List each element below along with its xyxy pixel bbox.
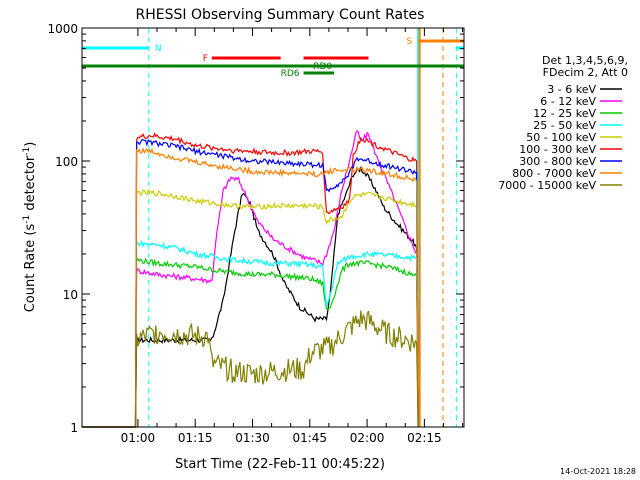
legend-label-7: 800 - 7000 keV xyxy=(512,167,596,180)
y-tick-label-0: 1 xyxy=(70,421,78,435)
series-line-8 xyxy=(82,310,419,428)
flag-label-s: S xyxy=(406,37,412,47)
flag-label-f: F xyxy=(203,54,208,64)
x-axis-label: Start Time (22-Feb-11 00:45:22) xyxy=(175,457,385,472)
series-line-5 xyxy=(82,132,419,428)
series-line-0 xyxy=(82,165,419,428)
y-axis-label: Count Rate (s-1 detector-1) xyxy=(22,142,38,313)
legend-label-0: 3 - 6 keV xyxy=(547,83,596,96)
series-line-6 xyxy=(82,139,419,428)
x-tick-label-5: 02:15 xyxy=(407,431,442,445)
legend-label-1: 6 - 12 keV xyxy=(540,95,596,108)
y-tick-label-3: 1000 xyxy=(47,22,78,36)
footer-timestamp: 14-Oct-2021 18:28 xyxy=(560,467,636,476)
flag-label-rd6: RD6 xyxy=(281,69,300,79)
x-tick-label-4: 02:00 xyxy=(350,431,385,445)
series-line-2 xyxy=(82,257,419,428)
series-line-4 xyxy=(82,188,419,428)
legend-label-4: 50 - 100 keV xyxy=(526,131,596,144)
legend: Det 1,3,4,5,6,9,FDecim 2, Att 0 3 - 6 keV… xyxy=(498,54,628,192)
chart-title: RHESSI Observing Summary Count Rates xyxy=(136,7,425,23)
y-tick-label-1: 10 xyxy=(63,288,78,302)
legend-label-8: 7000 - 15000 keV xyxy=(498,179,596,192)
plot-area: N S F RD0 RD6 xyxy=(82,28,464,428)
flag-label-rd0: RD0 xyxy=(313,62,332,72)
legend-label-6: 300 - 800 keV xyxy=(519,155,596,168)
legend-header-1: FDecim 2, Att 0 xyxy=(543,66,628,79)
legend-label-2: 12 - 25 keV xyxy=(533,107,596,120)
series-line-3 xyxy=(82,239,419,428)
x-tick-label-0: 01:00 xyxy=(121,431,156,445)
axes: 01:00 01:15 01:30 01:45 02:00 02:15 1 10 100 1000 xyxy=(47,22,464,445)
legend-header-0: Det 1,3,4,5,6,9, xyxy=(542,54,628,67)
plot-frame xyxy=(81,27,465,428)
x-tick-label-1: 01:15 xyxy=(178,431,213,445)
legend-label-5: 100 - 300 keV xyxy=(519,143,596,156)
x-tick-label-3: 01:45 xyxy=(292,431,327,445)
legend-label-3: 25 - 50 keV xyxy=(533,119,596,132)
y-tick-label-2: 100 xyxy=(55,155,78,169)
flag-label-n: N xyxy=(155,44,162,54)
series-line-7 xyxy=(82,147,419,428)
x-tick-label-2: 01:30 xyxy=(235,431,270,445)
